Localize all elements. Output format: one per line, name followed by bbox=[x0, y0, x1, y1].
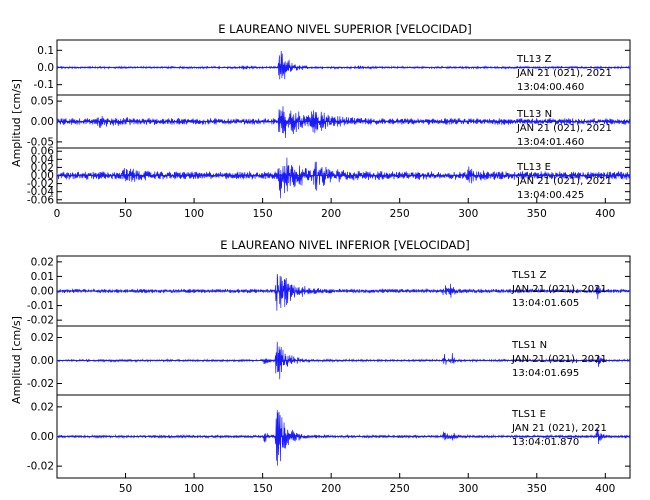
upper-xtick-label: 50 bbox=[119, 208, 132, 220]
lower-panel-3-ytick-label: 0.00 bbox=[31, 431, 54, 443]
upper-panel-3-time-label: 13:04:00.425 bbox=[517, 190, 584, 201]
lower-panel-3-time-label: 13:04:01.870 bbox=[512, 437, 579, 448]
upper-panel-2-ytick-label: 0.00 bbox=[31, 116, 54, 128]
upper-panel-1-time-label: 13:04:00.460 bbox=[517, 82, 584, 93]
lower-panel-1-ytick-label: 0.02 bbox=[31, 256, 54, 268]
upper-panel-3-ytick-label: 0.06 bbox=[31, 146, 55, 158]
upper-panel-3-ytick-label: 0.04 bbox=[31, 154, 55, 166]
lower-xtick-label: 100 bbox=[184, 483, 204, 495]
upper-panel-2-ytick-label: 0.05 bbox=[31, 96, 54, 108]
upper-panel-2-station-label: TL13 N bbox=[516, 109, 552, 120]
upper-panel-3-station-label: TL13 E bbox=[516, 162, 551, 173]
lower-panel-2-ytick-label: -0.02 bbox=[27, 378, 54, 390]
upper-panel-2-time-label: 13:04:01.460 bbox=[517, 137, 584, 148]
lower-y-axis-label: Amplitud [cm/s] bbox=[10, 316, 23, 404]
lower-panel-1-time-label: 13:04:01.605 bbox=[512, 298, 579, 309]
upper-panel-3-ytick-label: -0.06 bbox=[27, 194, 54, 206]
lower-chart-title: E LAUREANO NIVEL INFERIOR [VELOCIDAD] bbox=[220, 238, 469, 252]
lower-panel-1-station-label: TLS1 Z bbox=[511, 270, 547, 281]
upper-panel-1-ytick-label: 0.0 bbox=[37, 62, 54, 74]
lower-xtick-label: 250 bbox=[390, 483, 410, 495]
upper-panel-2-waveform bbox=[56, 106, 631, 139]
upper-panel-3-ytick-label: -0.02 bbox=[27, 178, 54, 190]
upper-xtick-label: 250 bbox=[390, 208, 410, 220]
upper-panel-2-ytick-label: -0.05 bbox=[27, 136, 54, 148]
lower-panel-2-ytick-label: 0.02 bbox=[31, 332, 54, 344]
upper-panel-3-ytick-label: 0.02 bbox=[31, 162, 54, 174]
upper-chart-title: E LAUREANO NIVEL SUPERIOR [VELOCIDAD] bbox=[218, 22, 471, 36]
lower-panel-2-time-label: 13:04:01.695 bbox=[512, 368, 579, 379]
lower-panel-3-ytick-label: 0.02 bbox=[31, 401, 54, 413]
upper-panel-3-ytick-label: -0.04 bbox=[27, 186, 54, 198]
lower-panel-2-station-label: TLS1 N bbox=[511, 340, 547, 351]
upper-panel-1-station-label: TL13 Z bbox=[516, 54, 552, 65]
lower-panel-1-ytick-label: 0.00 bbox=[31, 286, 54, 298]
upper-panel-2-date-label: JAN 21 (021), 2021 bbox=[516, 123, 612, 134]
upper-xtick-label: 350 bbox=[527, 208, 547, 220]
lower-panel-1-ytick-label: -0.02 bbox=[27, 315, 54, 327]
lower-panel-3-date-label: JAN 21 (021), 2021 bbox=[511, 423, 607, 434]
upper-xtick-label: 0 bbox=[54, 208, 61, 220]
lower-xtick-label: 400 bbox=[595, 483, 615, 495]
upper-panel-1-waveform bbox=[56, 50, 631, 80]
lower-panel-2-ytick-label: 0.00 bbox=[31, 355, 54, 367]
upper-panel-3-date-label: JAN 21 (021), 2021 bbox=[516, 176, 612, 187]
upper-panel-3-waveform bbox=[56, 157, 631, 199]
lower-xtick-label: 150 bbox=[253, 483, 273, 495]
upper-xtick-label: 200 bbox=[321, 208, 341, 220]
upper-panel-3-ytick-label: 0.00 bbox=[31, 170, 54, 182]
lower-panel-2-date-label: JAN 21 (021), 2021 bbox=[511, 354, 607, 365]
lower-xtick-label: 50 bbox=[119, 483, 132, 495]
lower-panel-3-ytick-label: -0.02 bbox=[27, 461, 54, 473]
upper-xtick-label: 150 bbox=[253, 208, 273, 220]
upper-panel-1-date-label: JAN 21 (021), 2021 bbox=[516, 68, 612, 79]
lower-xtick-label: 350 bbox=[527, 483, 547, 495]
lower-panel-3-waveform bbox=[56, 410, 631, 466]
lower-panel-1-ytick-label: 0.01 bbox=[31, 271, 54, 283]
upper-xtick-label: 300 bbox=[458, 208, 478, 220]
upper-xtick-label: 400 bbox=[595, 208, 615, 220]
upper-panel-1-ytick-label: 0.1 bbox=[37, 45, 54, 57]
lower-panel-3-station-label: TLS1 E bbox=[511, 409, 546, 420]
upper-xtick-label: 100 bbox=[184, 208, 204, 220]
lower-xtick-label: 200 bbox=[321, 483, 341, 495]
lower-panel-2-waveform bbox=[56, 341, 631, 380]
lower-panel-1-date-label: JAN 21 (021), 2021 bbox=[511, 284, 607, 295]
lower-panel-1-ytick-label: -0.01 bbox=[27, 300, 54, 312]
lower-xtick-label: 300 bbox=[458, 483, 478, 495]
upper-y-axis-label: Amplitud [cm/s] bbox=[10, 79, 23, 167]
lower-panel-1-waveform bbox=[56, 274, 631, 311]
upper-panel-1-ytick-label: -0.1 bbox=[34, 79, 55, 91]
